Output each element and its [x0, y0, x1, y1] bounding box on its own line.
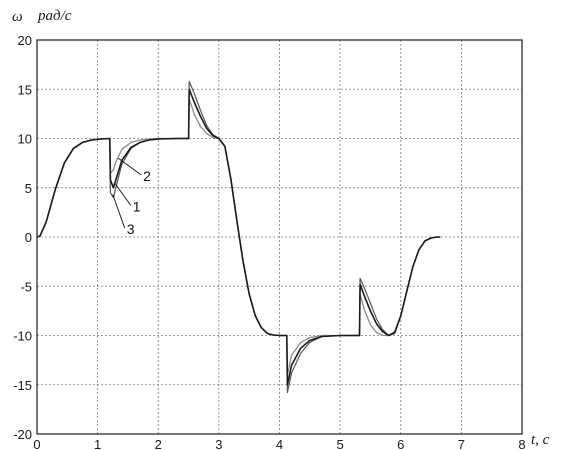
y-tick-label: 0 [25, 230, 32, 245]
y-tick-label: 5 [25, 181, 32, 196]
y-axis-unit: рад/с [37, 8, 72, 24]
annotation-label: 1 [133, 198, 141, 214]
annotation-leader [114, 182, 132, 206]
y-tick-label: 10 [18, 132, 32, 147]
y-tick-label: -5 [20, 279, 32, 294]
series-line-1 [36, 88, 441, 386]
annotations: 21 3 [112, 157, 151, 237]
annotation-leader [112, 194, 126, 229]
y-tick-label: 15 [18, 82, 32, 97]
x-tick-label: 8 [518, 437, 525, 450]
y-tick-label: 20 [18, 33, 32, 48]
y-tick-label: -15 [13, 378, 32, 393]
x-tick-label: 3 [215, 437, 222, 450]
x-tick-label: 0 [33, 437, 40, 450]
x-tick-label: 4 [276, 437, 283, 450]
x-tick-label: 5 [337, 437, 344, 450]
x-axis-label: t, c [531, 432, 550, 448]
x-tick-label: 1 [94, 437, 101, 450]
annotation-label: 2 [143, 168, 151, 184]
x-tick-label: 7 [458, 437, 465, 450]
y-axis-symbol: ω [12, 9, 23, 25]
annotation-leader [117, 157, 142, 176]
x-tick-label: 2 [155, 437, 162, 450]
annotation-label: 3 [127, 221, 135, 237]
series-group [36, 80, 441, 394]
y-tick-label: -10 [13, 329, 32, 344]
x-tick-label: 6 [397, 437, 404, 450]
y-tick-label: -20 [13, 427, 32, 442]
